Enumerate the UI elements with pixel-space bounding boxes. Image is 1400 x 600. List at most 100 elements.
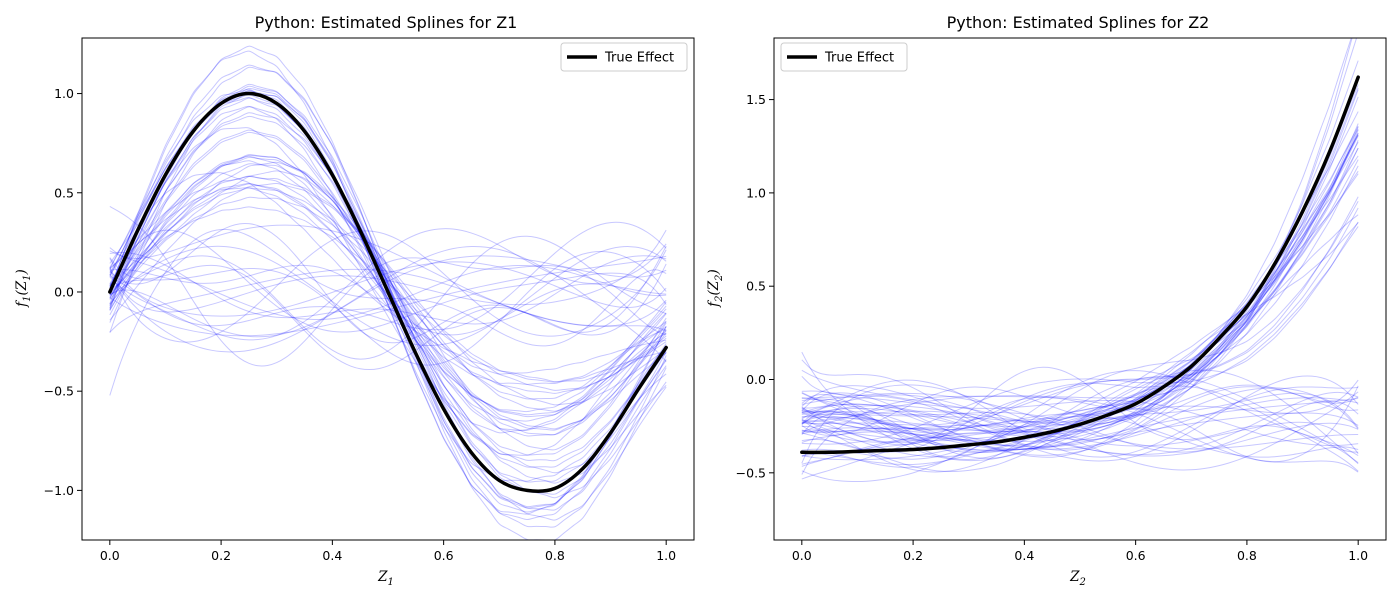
estimated-spline <box>109 245 667 362</box>
estimated-spline <box>801 412 1359 451</box>
estimated-spline <box>801 132 1359 451</box>
estimated-spline <box>109 187 667 416</box>
y-tick-label: −1.0 <box>44 483 74 498</box>
estimated-spline <box>801 159 1359 453</box>
estimated-spline <box>801 375 1359 451</box>
estimated-spline <box>801 38 1353 483</box>
estimated-spline <box>109 230 667 343</box>
x-tick-label: 1.0 <box>656 548 676 563</box>
estimated-spline <box>109 182 667 406</box>
estimated-spline <box>109 187 667 383</box>
estimated-spline <box>109 156 667 412</box>
estimated-spline <box>109 255 667 353</box>
estimated-spline <box>801 226 1359 434</box>
estimated-spline <box>109 160 667 413</box>
y-axis-label-main: f <box>706 300 722 308</box>
y-axis-label: f2(Z2) <box>706 269 725 308</box>
plot-frame <box>81 37 695 541</box>
estimated-spline <box>109 155 667 422</box>
y-axis-label-argument-subscript: 2 <box>714 274 725 281</box>
estimated-spline <box>801 351 1359 462</box>
y-tick-label: 0.5 <box>54 185 74 200</box>
estimated-spline <box>109 221 667 331</box>
ticks-layer: 0.0 0.2 0.4 0.6 0.8 1.0 −1.0 −0.5 0.0 0.5 1.0 <box>44 86 677 563</box>
estimated-spline <box>109 105 667 462</box>
legend: True Effect <box>560 42 688 72</box>
estimated-spline <box>801 375 1359 473</box>
estimated-spline <box>109 206 667 391</box>
estimated-spline <box>109 170 667 375</box>
estimated-spline <box>801 375 1359 462</box>
x-tick-label: 0.6 <box>1126 548 1146 563</box>
estimated-spline <box>801 89 1359 461</box>
x-tick-label: 0.8 <box>1237 548 1257 563</box>
y-tick-label: −0.5 <box>44 384 74 399</box>
chart-title: Python: Estimated Splines for Z1 <box>255 13 518 32</box>
estimated-spline <box>801 384 1359 464</box>
estimated-spline <box>109 97 667 511</box>
estimated-spline <box>801 155 1359 450</box>
estimated-spline <box>801 392 1359 452</box>
y-tick-label: −0.5 <box>736 465 766 480</box>
x-tick-label: 0.6 <box>434 548 454 563</box>
estimated-spline <box>801 370 1359 468</box>
x-tick-label: 0.4 <box>322 548 342 563</box>
estimated-spline <box>109 163 667 436</box>
estimated-spline <box>109 255 667 337</box>
estimated-spline <box>801 369 1359 471</box>
estimated-spline <box>109 115 667 437</box>
estimated-spline <box>801 126 1359 443</box>
x-tick-label: 0.0 <box>100 548 120 563</box>
estimated-spline <box>801 384 1359 436</box>
plot-frame <box>773 37 1387 541</box>
estimated-spline <box>109 196 667 400</box>
estimated-spline <box>801 400 1359 453</box>
y-axis-label-argument: (Z <box>14 280 30 295</box>
estimated-spline <box>109 245 667 347</box>
estimated-spline <box>109 228 667 341</box>
y-tick-label: 0.5 <box>746 279 766 294</box>
estimated-spline <box>109 257 667 371</box>
estimated-spline <box>109 87 667 483</box>
x-axis-label: Z1 <box>377 569 394 588</box>
estimated-spline <box>109 250 667 366</box>
estimated-spline <box>109 175 667 451</box>
estimated-spline <box>109 258 667 317</box>
estimated-spline <box>801 84 1359 472</box>
estimated-spline <box>109 64 667 495</box>
estimated-spline <box>801 369 1359 465</box>
legend-label-true-effect: True Effect <box>824 51 894 66</box>
chart-title: Python: Estimated Splines for Z2 <box>947 13 1210 32</box>
estimated-spline <box>801 196 1359 426</box>
estimated-spline <box>109 66 667 528</box>
estimated-spline <box>109 235 667 360</box>
estimated-spline <box>109 88 667 508</box>
estimated-spline <box>801 379 1359 458</box>
y-axis-label-subscript: 1 <box>22 295 33 301</box>
legend: True Effect <box>780 42 908 72</box>
estimated-spline <box>801 222 1359 430</box>
estimated-spline <box>801 140 1359 434</box>
legend-box <box>560 42 688 72</box>
legend-label-true-effect: True Effect <box>604 51 674 66</box>
chart-panel-z2: Python: Estimated Splines for Z2 Z2 f2(Z… <box>706 13 1387 588</box>
estimated-spline <box>801 125 1359 442</box>
estimated-spline <box>109 45 667 540</box>
estimated-spline <box>801 385 1359 472</box>
estimated-spline <box>109 228 667 396</box>
estimated-spline <box>109 183 667 385</box>
y-tick-label: 1.0 <box>54 86 74 101</box>
estimated-spline <box>801 392 1359 450</box>
estimated-spline <box>109 131 667 456</box>
estimated-spline <box>801 221 1359 445</box>
estimated-spline <box>109 250 667 321</box>
x-axis-label-main: Z <box>1069 569 1080 585</box>
estimated-spline <box>109 50 667 520</box>
y-axis-label-close: ) <box>14 269 30 275</box>
estimated-spline <box>801 165 1359 442</box>
x-tick-label: 0.2 <box>211 548 231 563</box>
x-tick-label: 0.0 <box>792 548 812 563</box>
estimated-spline <box>109 251 667 325</box>
x-axis-label-subscript: 2 <box>1079 577 1086 588</box>
